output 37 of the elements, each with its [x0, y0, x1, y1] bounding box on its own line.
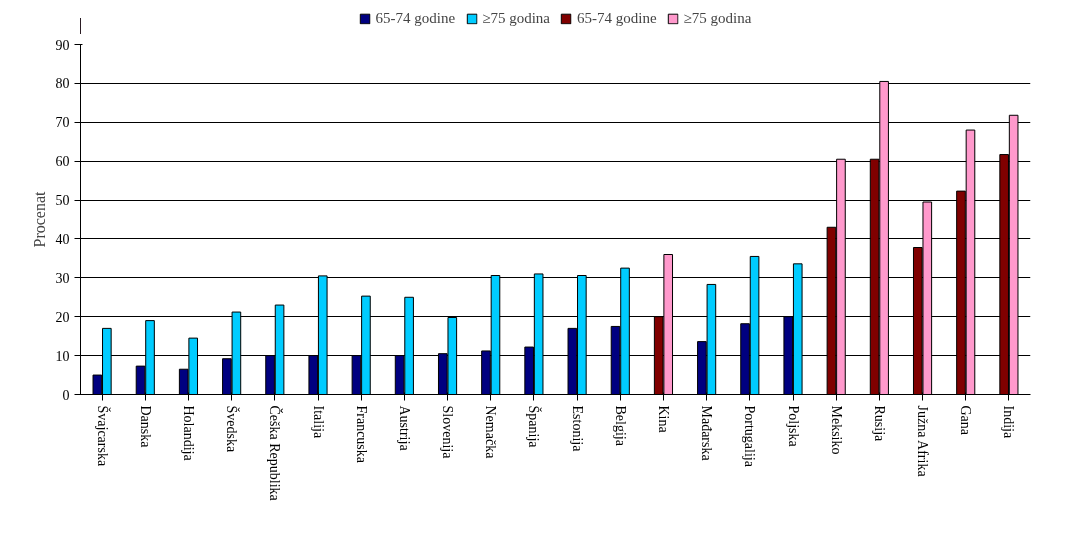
x-tick-label: Indija — [1001, 405, 1017, 439]
y-axis-title: Procenat — [30, 190, 48, 248]
legend-label: ≥75 godina — [683, 9, 752, 27]
x-tick-label: Holandija — [180, 405, 196, 462]
x-tick-label: Poljska — [785, 405, 801, 448]
x-tick-label: Rusija — [871, 405, 887, 443]
y-tick-label: 50 — [55, 193, 70, 209]
x-tick-label: Portugalija — [742, 405, 758, 468]
x-tick-label: Nemačka — [483, 405, 499, 460]
x-tick-label: Francuska — [353, 405, 369, 464]
x-tick-label: Kina — [655, 405, 671, 434]
y-tick-label: 70 — [55, 115, 70, 131]
legend-label: 65-74 godine — [577, 9, 657, 27]
x-tick-label: Italija — [310, 405, 326, 439]
x-tick-label: Belgija — [612, 405, 628, 447]
y-tick-label: 80 — [55, 76, 70, 92]
x-tick-label: Danska — [137, 405, 153, 449]
y-tick-label: 60 — [55, 154, 70, 170]
legend-label: 65-74 godine — [375, 9, 456, 27]
x-tick-label: Slovenija — [440, 405, 456, 460]
y-tick-label: 10 — [55, 348, 70, 364]
x-tick-label: Španija — [526, 405, 543, 449]
y-tick-label: 30 — [55, 270, 70, 286]
y-tick-label: 0 — [62, 387, 70, 403]
x-tick-label: Švedska — [224, 405, 241, 453]
y-tick-label: 40 — [55, 231, 70, 247]
x-tick-label: Južna Afrika — [915, 405, 931, 478]
y-tick-label: 90 — [55, 37, 70, 53]
x-tick-label: Češka Republika — [267, 405, 284, 502]
x-tick-label: Gana — [958, 405, 974, 436]
x-tick-label: Mađarska — [699, 405, 715, 462]
x-tick-label: Austrija — [396, 405, 412, 452]
x-tick-label: Estonija — [569, 405, 585, 453]
x-tick-label: Švajcarska — [94, 405, 111, 467]
y-tick-label: 20 — [55, 309, 70, 325]
legend-label: ≥75 godina — [482, 9, 550, 27]
x-tick-label: Meksiko — [828, 405, 844, 455]
